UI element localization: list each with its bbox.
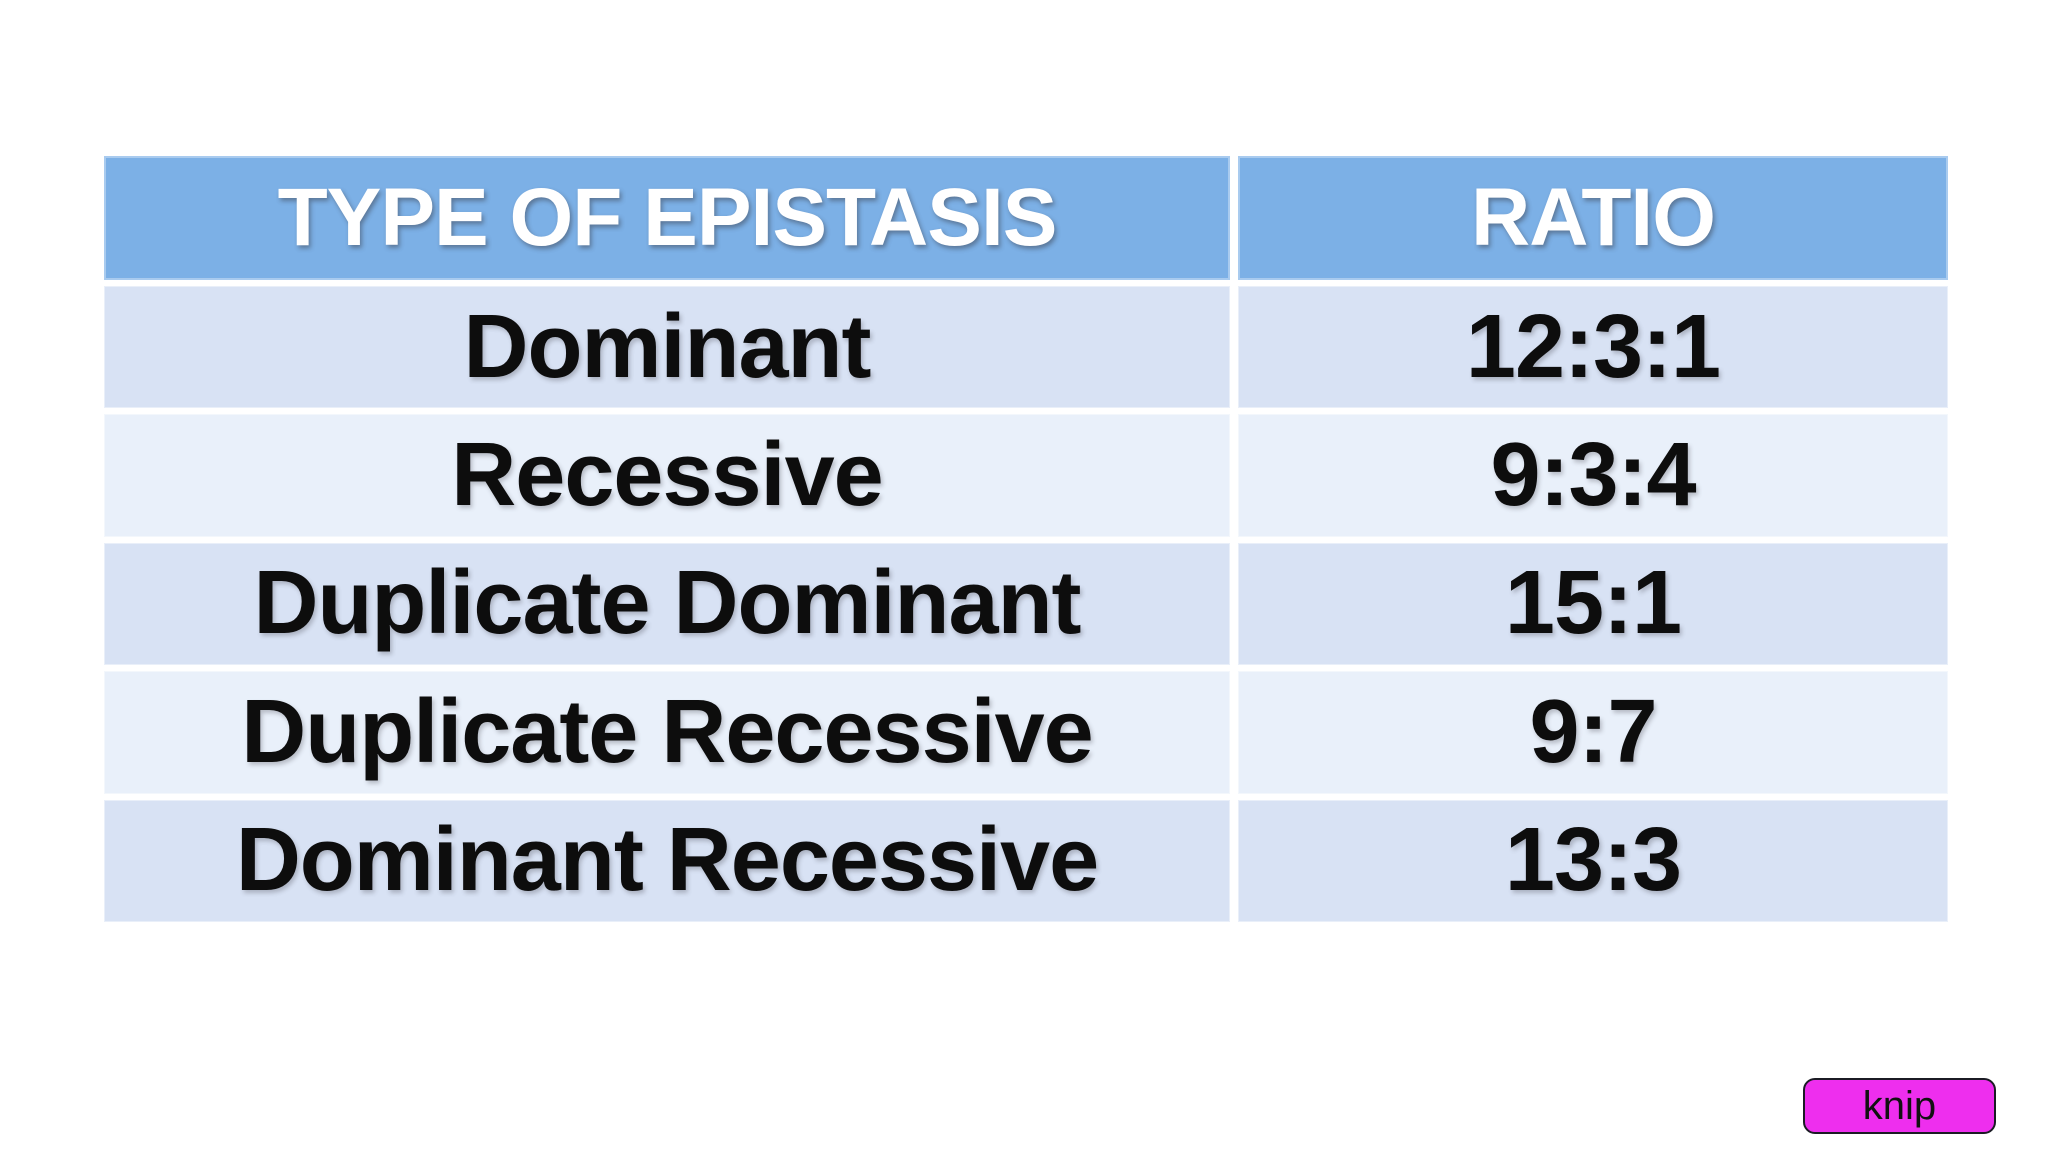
header-cell-type-of-epistasis: TYPE OF EPISTASIS [104, 156, 1230, 280]
ratio-cell-row2: 9:3:4 [1238, 414, 1948, 537]
type-cell-row4: Duplicate Recessive [104, 671, 1230, 794]
type-cell-row5: Dominant Recessive [104, 799, 1230, 922]
knip-button[interactable]: knip [1803, 1078, 1996, 1134]
ratio-cell-row3: 15:1 [1238, 542, 1948, 666]
ratio-cell-row5: 13:3 [1238, 799, 1948, 922]
ratio-cell-row1: 12:3:1 [1238, 286, 1948, 409]
ratio-cell-row4: 9:7 [1238, 671, 1948, 794]
epistasis-table: TYPE OF EPISTASIS RATIO Dominant 12:3:1 … [104, 156, 1948, 922]
type-cell-row2: Recessive [104, 414, 1230, 537]
type-cell-row3: Duplicate Dominant [104, 542, 1230, 666]
type-cell-row1: Dominant [104, 286, 1230, 409]
header-cell-ratio: RATIO [1238, 156, 1948, 280]
